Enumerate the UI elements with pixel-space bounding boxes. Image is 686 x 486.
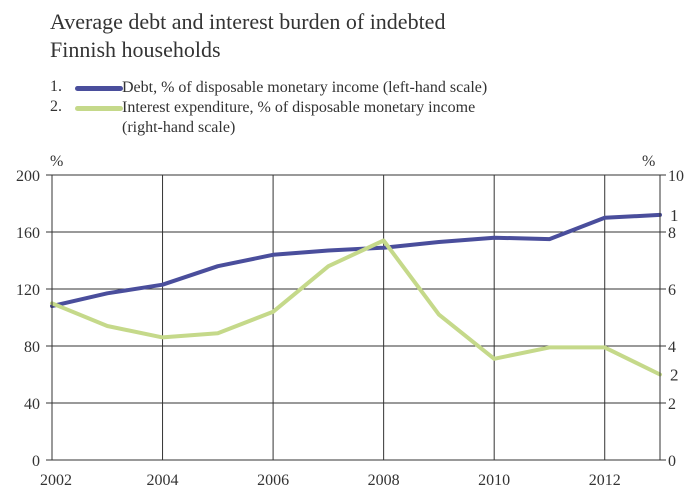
- y-left-tick-label: 40: [24, 396, 40, 413]
- plot-border: [51, 174, 661, 461]
- legend-text-interest-line-1: Interest expenditure, % of disposable mo…: [122, 99, 476, 116]
- legend-text-interest-line-2: (right-hand scale): [122, 119, 236, 136]
- legend-text-debt: Debt, % of disposable monetary income (l…: [122, 78, 487, 98]
- grid-lines: [46, 174, 666, 461]
- chart-title-line-2: Finnish households: [50, 37, 221, 62]
- axis-labels: % % 0 40 80 120 160 200 0 2 4 6 8 10 2002 2004 2006 200…: [16, 153, 684, 486]
- series-end-label-1: 1: [670, 206, 679, 225]
- legend-text-interest: Interest expenditure, % of disposable mo…: [122, 98, 475, 138]
- legend-number-2: 2.: [50, 98, 62, 115]
- y-left-tick-label: 160: [16, 225, 40, 242]
- y-left-unit-label: %: [50, 153, 63, 170]
- x-tick-label: 2002: [40, 472, 72, 486]
- legend-text-debt-line-1: Debt, % of disposable monetary income (l…: [122, 79, 488, 96]
- series-lines: [50, 212, 662, 377]
- x-tick-label: 2012: [589, 472, 621, 486]
- chart-title-line-1: Average debt and interest burden of inde…: [50, 9, 446, 34]
- x-tick-label: 2010: [478, 472, 510, 486]
- legend-number-1: 1.: [50, 78, 62, 95]
- y-right-tick-label: 6: [668, 282, 676, 299]
- plot-frame: [51, 174, 661, 461]
- y-right-tick-label: 10: [668, 168, 684, 185]
- legend-swatch-interest: [75, 106, 123, 111]
- x-tick-label: 2006: [257, 472, 289, 486]
- y-left-tick-label: 120: [16, 282, 40, 299]
- y-left-tick-label: 200: [16, 168, 40, 185]
- y-left-tick-label: 0: [32, 453, 40, 470]
- y-right-tick-label: 2: [668, 396, 676, 413]
- y-left-tick-label: 80: [24, 339, 40, 356]
- x-tick-label: 2004: [147, 472, 179, 486]
- series-line-1: [50, 212, 662, 309]
- y-right-tick-label: 0: [668, 453, 676, 470]
- y-right-unit-label: %: [642, 153, 655, 170]
- y-right-tick-label: 8: [668, 225, 676, 242]
- y-right-tick-label: 4: [668, 339, 676, 356]
- x-tick-label: 2008: [368, 472, 400, 486]
- chart-title: Average debt and interest burden of inde…: [50, 8, 650, 64]
- legend-swatch-debt: [75, 86, 123, 91]
- series-end-label-2: 2: [670, 366, 679, 385]
- series-line-2: [50, 238, 662, 377]
